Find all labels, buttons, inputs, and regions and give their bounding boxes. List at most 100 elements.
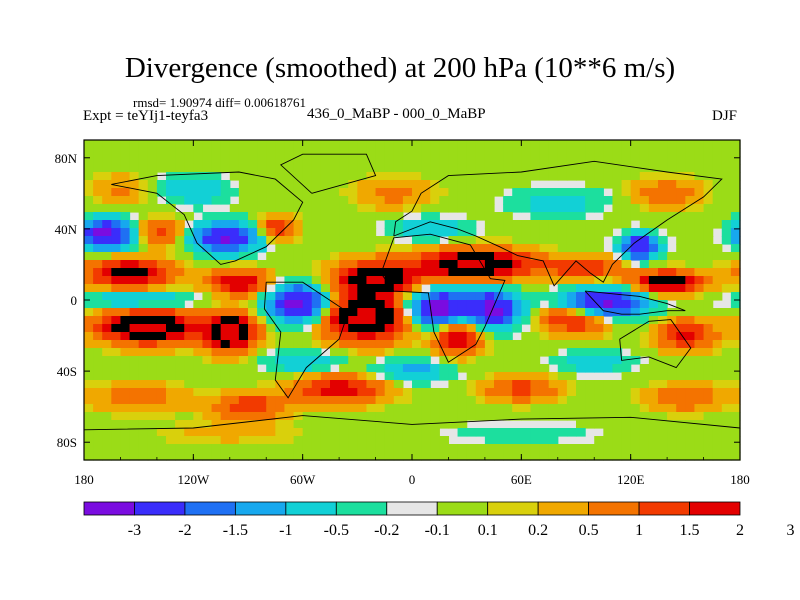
field-cell [202,404,213,413]
field-cell [721,228,732,237]
field-cell [721,396,732,405]
field-cell [184,164,194,173]
colorbar-label: -1 [279,522,292,539]
field-cell [120,220,131,229]
field-cell [430,372,440,381]
field-cell [384,388,395,397]
field-cell [93,300,103,309]
field-cell [694,260,705,269]
field-cell [639,260,650,269]
field-cell [448,196,459,205]
field-cell [512,172,522,181]
field-cell [466,164,477,173]
field-cell [621,444,632,453]
field-cell [594,164,604,173]
field-cell [357,452,368,461]
field-cell [648,236,659,245]
field-cell [667,276,677,285]
field-cell [621,308,632,317]
field-cell [320,444,331,453]
field-cell [603,444,614,453]
field-cell [503,196,513,205]
field-cell [466,332,477,341]
field-cell [275,308,286,317]
field-cell [530,300,541,309]
field-cell [339,228,349,237]
field-cell [156,300,167,309]
y-tick-label: 0 [71,293,78,308]
field-cell [138,380,149,389]
field-cell [93,140,103,149]
field-cell [193,196,204,205]
field-cell [293,404,304,413]
field-cell [111,324,122,333]
field-cell [202,260,213,269]
field-cell [93,172,103,181]
field-cell [621,404,632,413]
field-cell [138,172,149,181]
field-cell [138,156,149,165]
field-cell [512,436,522,445]
field-cell [238,356,249,365]
field-cell [639,404,650,413]
field-cell [266,164,276,173]
field-cell [166,364,176,373]
field-cell [348,452,358,461]
field-cell [111,140,122,149]
field-cell [375,340,386,349]
field-cell [202,356,213,365]
field-cell [494,164,504,173]
field-cell [603,404,614,413]
field-cell [466,372,477,381]
field-cell [694,396,705,405]
field-cell [229,172,240,181]
field-cell [685,244,696,253]
field-cell [384,172,395,181]
field-cell [357,412,368,421]
field-cell [320,204,331,213]
field-cell [156,236,167,245]
field-cell [375,332,386,341]
field-cell [694,188,705,197]
field-cell [93,412,103,421]
field-cell [412,180,422,189]
field-cell [275,396,286,405]
field-cell [639,380,650,389]
field-cell [494,404,504,413]
colorbar-swatch [184,501,236,516]
field-cell [402,220,413,229]
field-cell [375,188,386,197]
field-cell [512,428,522,437]
field-cell [630,156,641,165]
field-cell [685,444,696,453]
field-cell [384,348,395,357]
field-cell [703,284,714,293]
field-cell [193,372,204,381]
field-cell [257,412,267,421]
field-cell [311,348,322,357]
field-cell [166,340,176,349]
field-cell [293,388,304,397]
field-cell [111,332,122,341]
field-cell [102,236,112,245]
field-cell [202,412,213,421]
field-cell [512,316,522,325]
field-cell [339,204,349,213]
field-cell [147,372,158,381]
field-cell [220,452,231,461]
field-cell [339,260,349,269]
field-cell [730,196,741,205]
field-cell [220,300,231,309]
field-cell [138,188,149,197]
field-cell [402,404,413,413]
field-cell [676,236,686,245]
field-cell [566,188,577,197]
field-cell [521,228,532,237]
field-cell [202,140,213,149]
rmsd-diff-stats: rmsd= 1.90974 diff= 0.00618761 [133,95,306,110]
field-cell [111,452,122,461]
field-cell [366,388,377,397]
field-cell [257,148,267,157]
field-cell [439,244,450,253]
field-cell [475,260,486,269]
